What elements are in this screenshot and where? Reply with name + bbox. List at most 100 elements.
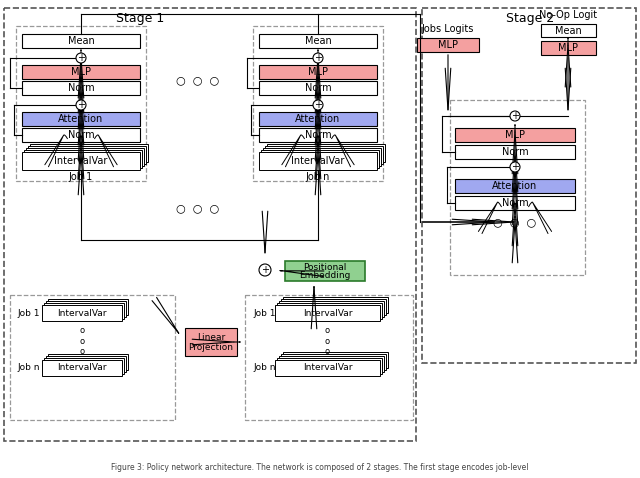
- Text: IntervalVar: IntervalVar: [57, 363, 107, 372]
- Text: Job 1: Job 1: [69, 172, 93, 182]
- Bar: [16, 26, 146, 181]
- Bar: [261, 150, 379, 168]
- Bar: [259, 65, 377, 79]
- Circle shape: [510, 111, 520, 121]
- Bar: [28, 146, 146, 164]
- Text: Mean: Mean: [555, 25, 581, 35]
- Bar: [450, 100, 585, 275]
- Text: ○  ○  ○: ○ ○ ○: [176, 75, 219, 85]
- Bar: [24, 150, 142, 168]
- Circle shape: [313, 100, 323, 110]
- Text: Norm: Norm: [502, 147, 528, 157]
- Bar: [259, 128, 377, 142]
- Bar: [22, 34, 140, 48]
- Text: Attention: Attention: [58, 114, 104, 124]
- Text: Norm: Norm: [68, 130, 94, 140]
- Text: Mean: Mean: [305, 36, 332, 46]
- Bar: [42, 305, 122, 321]
- Text: Embedding: Embedding: [300, 271, 351, 280]
- Bar: [26, 148, 144, 166]
- Text: Jobs Logits: Jobs Logits: [422, 24, 474, 34]
- Bar: [541, 41, 595, 55]
- Text: +: +: [511, 162, 519, 172]
- Bar: [253, 26, 383, 181]
- Bar: [22, 81, 140, 95]
- Text: IntervalVar: IntervalVar: [57, 308, 107, 317]
- Bar: [281, 299, 386, 315]
- Text: Linear: Linear: [197, 333, 225, 341]
- Text: MLP: MLP: [505, 130, 525, 140]
- Bar: [275, 360, 380, 376]
- Bar: [42, 360, 122, 376]
- Text: Projection: Projection: [189, 343, 234, 351]
- Text: o
o
o: o o o: [325, 326, 330, 356]
- Text: MLP: MLP: [558, 43, 578, 53]
- Bar: [263, 148, 381, 166]
- Text: Norm: Norm: [502, 198, 528, 208]
- Bar: [455, 128, 575, 142]
- Text: MLP: MLP: [71, 67, 91, 77]
- Text: Job n: Job n: [306, 172, 330, 182]
- Text: Stage 1: Stage 1: [116, 11, 164, 24]
- Bar: [277, 303, 382, 319]
- Bar: [455, 179, 575, 193]
- Bar: [455, 145, 575, 159]
- Bar: [283, 352, 388, 368]
- Text: Norm: Norm: [68, 83, 94, 93]
- Bar: [259, 152, 377, 170]
- Circle shape: [259, 264, 271, 276]
- Circle shape: [76, 100, 86, 110]
- Circle shape: [76, 53, 86, 63]
- Bar: [259, 112, 377, 126]
- Bar: [279, 356, 384, 372]
- Text: Attention: Attention: [492, 181, 538, 191]
- Text: Stage 2: Stage 2: [506, 11, 554, 24]
- Text: Job 1: Job 1: [253, 308, 275, 317]
- Bar: [455, 196, 575, 210]
- Bar: [22, 152, 140, 170]
- Text: IntervalVar: IntervalVar: [303, 363, 352, 372]
- Bar: [259, 81, 377, 95]
- Bar: [267, 144, 385, 162]
- Text: Figure 3: Policy network architecture. The network is composed of 2 stages. The : Figure 3: Policy network architecture. T…: [111, 464, 529, 472]
- Bar: [265, 146, 383, 164]
- Bar: [48, 299, 128, 315]
- Bar: [281, 354, 386, 370]
- Bar: [22, 112, 140, 126]
- Bar: [422, 8, 636, 363]
- Bar: [285, 261, 365, 281]
- Bar: [4, 8, 416, 441]
- Text: IntervalVar: IntervalVar: [54, 156, 108, 166]
- Text: Job n: Job n: [17, 363, 40, 372]
- Text: Attention: Attention: [296, 114, 340, 124]
- Text: +: +: [261, 265, 269, 275]
- Bar: [44, 358, 124, 374]
- Bar: [46, 301, 126, 317]
- Text: IntervalVar: IntervalVar: [291, 156, 345, 166]
- Bar: [275, 305, 380, 321]
- Text: Job 1: Job 1: [17, 308, 40, 317]
- Bar: [10, 295, 175, 420]
- Text: IntervalVar: IntervalVar: [303, 308, 352, 317]
- Text: Norm: Norm: [305, 130, 332, 140]
- Text: Positional: Positional: [303, 263, 347, 272]
- Text: +: +: [77, 53, 85, 63]
- Text: +: +: [314, 100, 322, 110]
- Bar: [245, 295, 413, 420]
- Text: +: +: [77, 100, 85, 110]
- Bar: [417, 38, 479, 52]
- Bar: [277, 358, 382, 374]
- Text: MLP: MLP: [438, 40, 458, 50]
- Bar: [541, 24, 595, 37]
- Text: +: +: [511, 111, 519, 121]
- Circle shape: [510, 162, 520, 172]
- Bar: [22, 128, 140, 142]
- Circle shape: [313, 53, 323, 63]
- Text: No-Op Logit: No-Op Logit: [539, 10, 597, 20]
- Bar: [48, 354, 128, 370]
- Bar: [30, 144, 148, 162]
- Text: Job n: Job n: [253, 363, 275, 372]
- Text: ○  ○  ○: ○ ○ ○: [176, 203, 219, 213]
- Text: o
o
o: o o o: [79, 326, 84, 356]
- Bar: [283, 297, 388, 313]
